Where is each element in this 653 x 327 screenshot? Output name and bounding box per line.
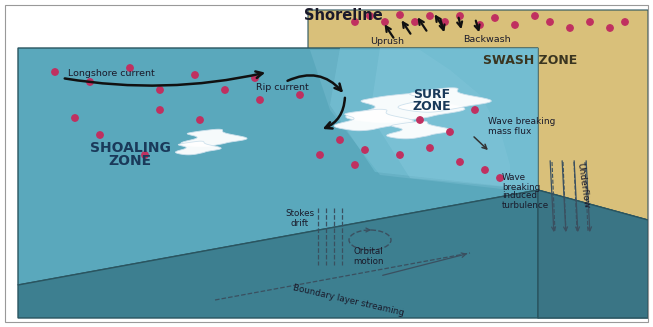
Polygon shape [18, 48, 538, 285]
Text: ZONE: ZONE [108, 154, 151, 168]
Circle shape [397, 12, 403, 18]
Circle shape [317, 152, 323, 158]
Circle shape [447, 129, 453, 135]
Circle shape [142, 152, 148, 158]
Circle shape [222, 87, 228, 93]
Circle shape [412, 19, 418, 25]
Text: motion: motion [353, 256, 383, 266]
Circle shape [457, 159, 463, 165]
Circle shape [622, 19, 628, 25]
Text: ZONE: ZONE [413, 100, 451, 113]
Polygon shape [181, 129, 247, 147]
Text: Wave: Wave [502, 174, 526, 182]
Polygon shape [345, 93, 465, 123]
Circle shape [352, 162, 358, 168]
Text: Boundary layer streaming: Boundary layer streaming [292, 283, 404, 317]
Circle shape [397, 152, 403, 158]
Circle shape [532, 13, 538, 19]
Circle shape [482, 167, 488, 173]
Circle shape [362, 147, 368, 153]
Circle shape [607, 25, 613, 31]
Polygon shape [18, 190, 538, 318]
Text: Backwash: Backwash [463, 36, 511, 44]
Circle shape [157, 107, 163, 113]
Circle shape [352, 19, 358, 25]
Circle shape [427, 13, 433, 19]
Circle shape [497, 175, 503, 181]
Text: Uprush: Uprush [370, 38, 404, 46]
Text: mass flux: mass flux [488, 128, 532, 136]
Polygon shape [310, 50, 510, 190]
Circle shape [547, 19, 553, 25]
Polygon shape [387, 121, 452, 139]
Text: Rip current: Rip current [256, 83, 309, 93]
Text: Orbital: Orbital [353, 248, 383, 256]
Circle shape [567, 25, 573, 31]
Text: Wave breaking: Wave breaking [488, 117, 555, 127]
Circle shape [87, 79, 93, 85]
Text: SWASH ZONE: SWASH ZONE [483, 54, 577, 66]
Circle shape [587, 19, 593, 25]
Circle shape [457, 13, 463, 19]
Text: Shoreline: Shoreline [304, 8, 383, 23]
Text: turbulence: turbulence [502, 200, 549, 210]
Circle shape [417, 117, 423, 123]
FancyArrowPatch shape [65, 71, 263, 86]
Polygon shape [538, 190, 648, 318]
Circle shape [297, 92, 303, 98]
Text: Stokes: Stokes [285, 210, 315, 218]
Circle shape [367, 13, 374, 19]
Polygon shape [398, 88, 492, 112]
FancyArrowPatch shape [325, 98, 345, 129]
FancyArrowPatch shape [287, 75, 342, 91]
Circle shape [337, 137, 343, 143]
Circle shape [382, 19, 388, 25]
Circle shape [127, 65, 133, 71]
Circle shape [257, 97, 263, 103]
Circle shape [157, 87, 163, 93]
Circle shape [472, 107, 478, 113]
Circle shape [442, 19, 448, 25]
Polygon shape [370, 48, 538, 190]
Polygon shape [330, 48, 538, 190]
Text: Longshore current: Longshore current [68, 68, 155, 77]
Circle shape [492, 15, 498, 21]
Text: breaking: breaking [502, 182, 540, 192]
Polygon shape [308, 10, 648, 220]
Polygon shape [538, 190, 648, 318]
Circle shape [427, 145, 433, 151]
Circle shape [192, 72, 199, 78]
Polygon shape [334, 109, 414, 131]
Text: drift: drift [291, 218, 309, 228]
Circle shape [197, 117, 203, 123]
Polygon shape [176, 141, 221, 155]
Circle shape [512, 22, 518, 28]
Circle shape [52, 69, 58, 75]
Text: induced: induced [502, 192, 537, 200]
Text: SHOALING: SHOALING [89, 141, 170, 155]
Text: SURF: SURF [413, 89, 451, 101]
Text: Underflow: Underflow [575, 162, 591, 209]
Circle shape [477, 22, 483, 28]
Circle shape [252, 75, 258, 81]
Circle shape [97, 132, 103, 138]
Circle shape [72, 115, 78, 121]
